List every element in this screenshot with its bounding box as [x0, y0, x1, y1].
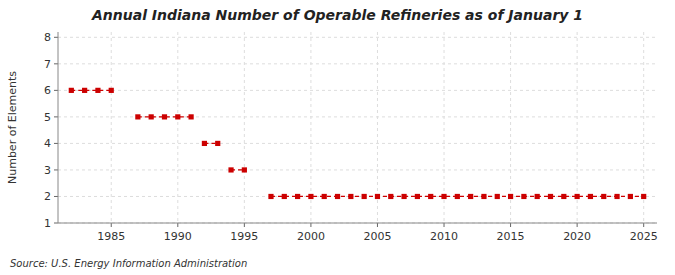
point [228, 167, 233, 172]
tick-label: 6 [44, 84, 51, 97]
point [548, 194, 553, 199]
point [82, 88, 87, 93]
tick-label: 2000 [297, 230, 325, 243]
point [322, 194, 327, 199]
tick-label: 7 [44, 58, 51, 71]
point [202, 141, 207, 146]
point [135, 114, 140, 119]
tick-mark [177, 223, 178, 227]
point [415, 194, 420, 199]
grid-line [58, 196, 657, 197]
tick-mark [643, 223, 644, 227]
point [508, 194, 513, 199]
tick-mark [244, 223, 245, 227]
point [308, 194, 313, 199]
grid-line [58, 143, 657, 144]
y-axis [58, 32, 59, 223]
title: Annual Indiana Number of Operable Refine… [91, 7, 583, 23]
tick-label: 2015 [497, 230, 525, 243]
source-note: Source: U.S. Energy Information Administ… [10, 258, 247, 269]
point [575, 194, 580, 199]
tick-label: 1990 [164, 230, 192, 243]
tick-mark [54, 223, 58, 224]
point [641, 194, 646, 199]
point [588, 194, 593, 199]
grid-line [244, 32, 245, 223]
tick-mark [54, 116, 58, 117]
line-segment [71, 90, 111, 91]
grid-line [177, 32, 178, 223]
point [495, 194, 500, 199]
point [95, 88, 100, 93]
grid-line [58, 63, 657, 64]
grid-line [58, 169, 657, 170]
tick-mark [310, 223, 311, 227]
x-axis [58, 223, 657, 224]
tick-label: 1 [44, 217, 51, 230]
point [441, 194, 446, 199]
point [481, 194, 486, 199]
point [348, 194, 353, 199]
tick-label: 2025 [630, 230, 658, 243]
grid-line [58, 37, 657, 38]
point [215, 141, 220, 146]
tick-mark [377, 223, 378, 227]
tick-mark [510, 223, 511, 227]
grid-line [111, 32, 112, 223]
tick-mark [111, 223, 112, 227]
point [69, 88, 74, 93]
point [614, 194, 619, 199]
point [401, 194, 406, 199]
point [242, 167, 247, 172]
point [521, 194, 526, 199]
point [561, 194, 566, 199]
point [162, 114, 167, 119]
tick-mark [444, 223, 445, 227]
point [428, 194, 433, 199]
point [375, 194, 380, 199]
point [468, 194, 473, 199]
point [268, 194, 273, 199]
point [175, 114, 180, 119]
tick-label: 3 [44, 164, 51, 177]
point [295, 194, 300, 199]
point [455, 194, 460, 199]
tick-mark [54, 63, 58, 64]
tick-label: 2010 [430, 230, 458, 243]
grid-line [58, 90, 657, 91]
series [69, 88, 647, 199]
tick-mark [577, 223, 578, 227]
point [109, 88, 114, 93]
point [388, 194, 393, 199]
tick-label: 2005 [363, 230, 391, 243]
tick-label: 1995 [230, 230, 258, 243]
point [362, 194, 367, 199]
tick-label: 2020 [563, 230, 591, 243]
tick-label: 4 [44, 137, 51, 150]
grid-line [58, 223, 657, 224]
point [282, 194, 287, 199]
chart: 1 2 3 4 5 6 7 8 1985 1990 1995 2000 2005 2010 2015 2020… [0, 0, 675, 275]
grid [58, 32, 657, 223]
point [149, 114, 154, 119]
point [628, 194, 633, 199]
tick-label: 1985 [97, 230, 125, 243]
point [189, 114, 194, 119]
tick-mark [54, 169, 58, 170]
tick-mark [54, 196, 58, 197]
tick-label: 5 [44, 111, 51, 124]
point [601, 194, 606, 199]
tick-mark [54, 37, 58, 38]
tick-label: 2 [44, 190, 51, 203]
point [335, 194, 340, 199]
y-axis-label: Number of Elements [6, 71, 19, 184]
point [535, 194, 540, 199]
tick-mark [54, 90, 58, 91]
grid-line [58, 116, 657, 117]
tick-mark [54, 143, 58, 144]
tick-label: 8 [44, 31, 51, 44]
